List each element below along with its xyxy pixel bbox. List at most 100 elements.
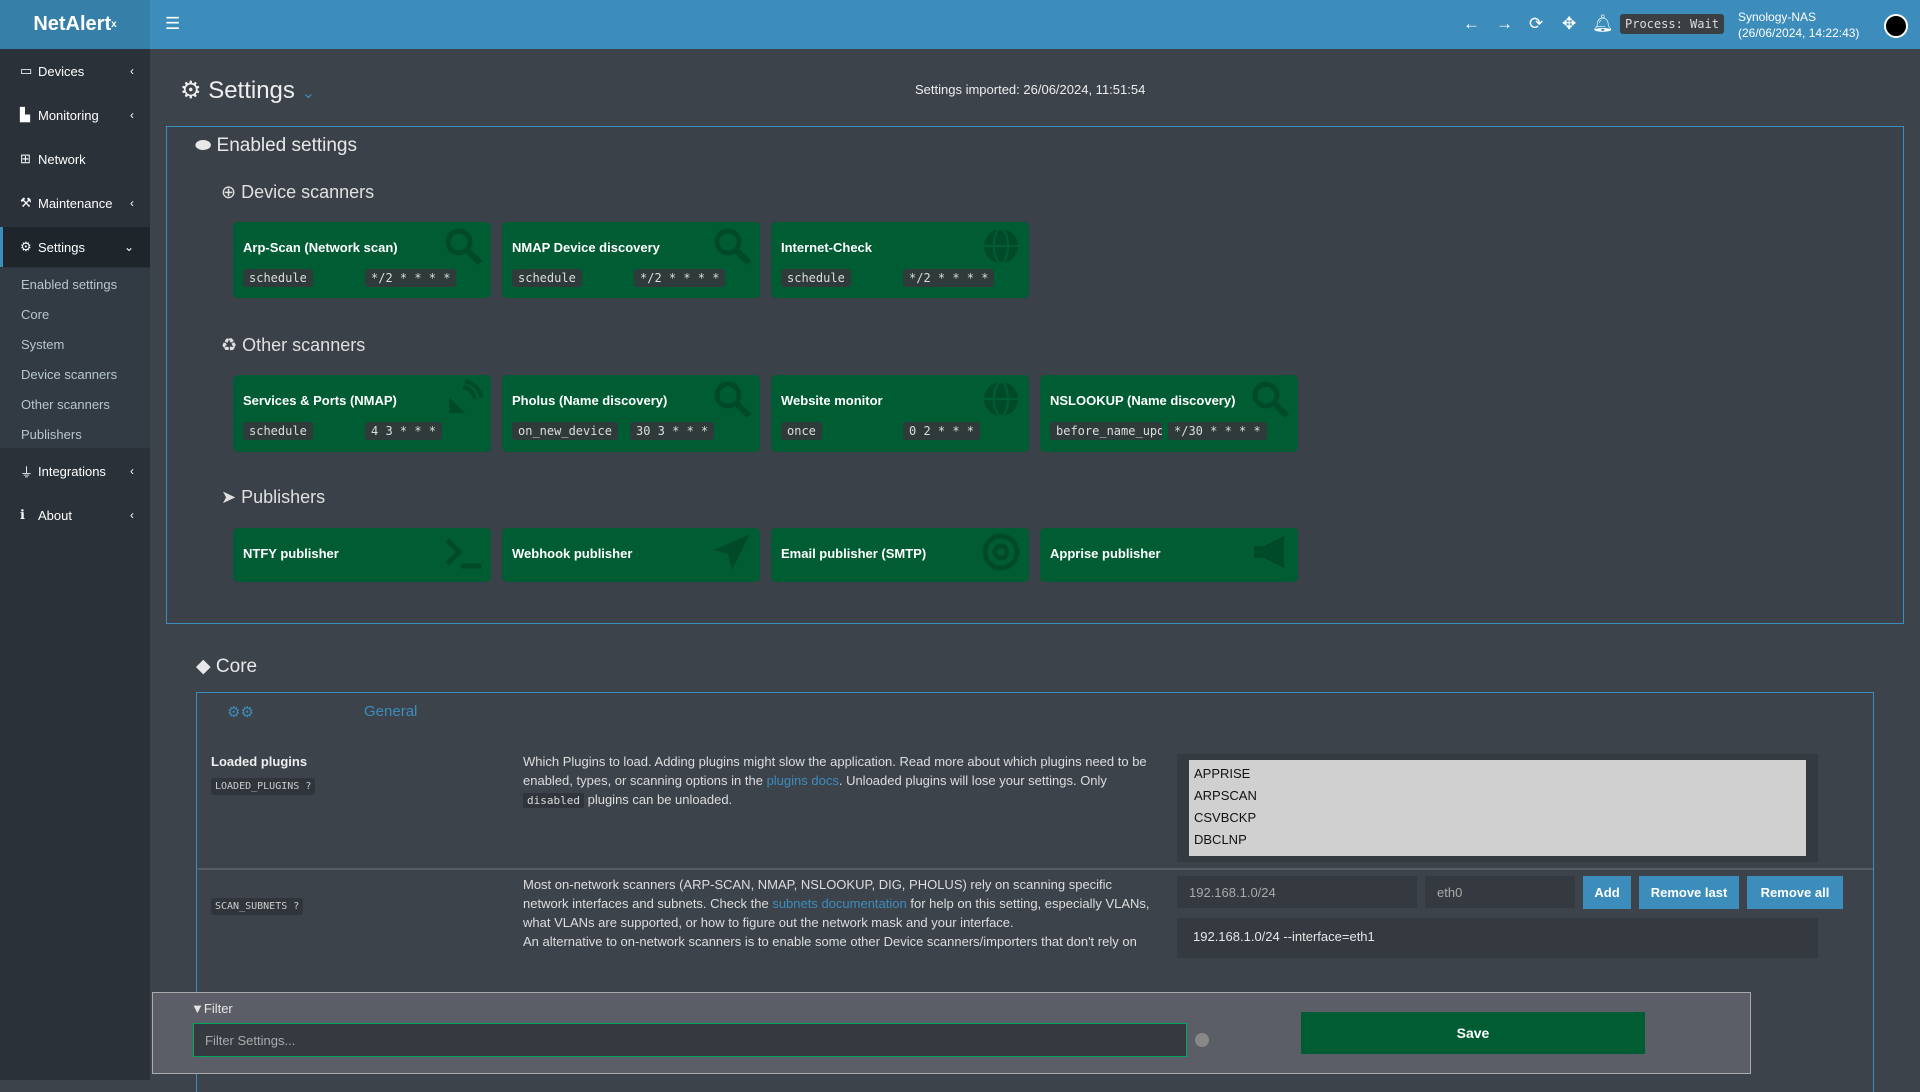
sitemap-icon: ⊞ (20, 151, 31, 166)
plugin-option[interactable]: CSVBCKP (1194, 810, 1257, 825)
sidebar-item-maintenance[interactable]: ⚒ Maintenance ‹ (0, 183, 150, 223)
search-icon (714, 228, 752, 266)
plugin-card[interactable]: Services & Ports (NMAP) schedule 4 3 * * * (233, 375, 491, 452)
plugin-option[interactable]: DBCLNP (1194, 832, 1247, 847)
bell-icon[interactable]: 🔔︎ (1592, 14, 1614, 33)
tab-general[interactable]: General (364, 703, 418, 720)
wrench-icon: ⚒ (20, 195, 32, 210)
card-name: Services & Ports (NMAP) (243, 393, 397, 408)
plugin-card[interactable]: Arp-Scan (Network scan) schedule */2 * * *… (233, 222, 491, 298)
logo[interactable]: NetAlert x (0, 0, 150, 49)
sidebar: ▭ Devices ‹ ▙ Monitoring ‹ ⊞ Network ⚒ Mainten… (0, 49, 150, 1080)
card-name: Website monitor (781, 393, 883, 408)
toggle-icon: ⬬ (195, 135, 212, 156)
subnet-input[interactable]: 192.168.1.0/24 (1177, 876, 1417, 908)
double-chevron-down-icon[interactable]: ⌄ (301, 85, 315, 102)
sidebar-item-monitoring[interactable]: ▙ Monitoring ‹ (0, 95, 150, 135)
back-arrow-icon[interactable]: ← (1463, 14, 1480, 33)
schedule-mode: schedule (512, 269, 582, 287)
chevron-down-icon: ⌄ (123, 240, 134, 254)
filter-input[interactable]: Filter Settings... (193, 1023, 1187, 1057)
plugin-option[interactable]: APPRISE (1194, 766, 1251, 781)
help-icon[interactable]: ? (305, 781, 312, 792)
chevron-left-icon: ‹ (130, 108, 134, 122)
schedule-cron: 30 3 * * * (630, 422, 715, 440)
chevron-left-icon: ‹ (130, 508, 134, 522)
host-datetime: (26/06/2024, 14:22:43) (1738, 26, 1860, 40)
sidebar-item-devices[interactable]: ▭ Devices ‹ (0, 51, 150, 91)
submenu-core[interactable]: Core (21, 307, 50, 322)
menu-toggle-icon[interactable]: ☰ (165, 14, 181, 33)
inline-code: disabled (523, 793, 584, 808)
plugins-multiselect[interactable]: APPRISE ARPSCAN CSVBCKP DBCLNP (1177, 754, 1818, 862)
schedule-cron: */2 * * * * (365, 269, 457, 287)
chevron-left-icon: ‹ (130, 196, 134, 210)
plugin-card[interactable]: NTFY publisher (233, 528, 491, 582)
card-name: NMAP Device discovery (512, 240, 660, 255)
heading-text: Core (215, 656, 258, 677)
sidebar-item-network[interactable]: ⊞ Network (0, 139, 150, 179)
card-name: NSLOOKUP (Name discovery) (1050, 393, 1236, 408)
megaphone-icon (1254, 536, 1284, 568)
card-name: NTFY publisher (243, 546, 339, 561)
sidebar-label: Integrations (38, 463, 106, 479)
plugins-docs-link[interactable]: plugins docs (766, 773, 839, 788)
card-name: Internet-Check (781, 240, 873, 255)
move-icon[interactable]: ✥ (1562, 14, 1577, 33)
remove-all-button[interactable]: Remove all (1747, 876, 1843, 909)
submenu-publishers[interactable]: Publishers (21, 427, 82, 442)
heading-text: Device scanners (241, 182, 375, 202)
remove-last-button[interactable]: Remove last (1639, 876, 1739, 909)
search-icon (714, 381, 752, 419)
add-button[interactable]: Add (1583, 876, 1631, 909)
desc-text: An alternative to on-network scanners is… (523, 934, 1137, 949)
plugins-list: APPRISE ARPSCAN CSVBCKP DBCLNP (1189, 760, 1806, 856)
other-scanners-heading: ♻ Other scanners (221, 335, 365, 356)
plugin-card[interactable]: NMAP Device discovery schedule */2 * * * * (502, 222, 760, 298)
desc-text: . Unloaded plugins will lose your settin… (838, 773, 1107, 788)
plugin-option[interactable]: ARPSCAN (1194, 788, 1257, 803)
plugin-card[interactable]: Email publisher (SMTP) (771, 528, 1029, 582)
process-status: Process: Wait (1620, 14, 1724, 34)
interface-input[interactable]: eth0 (1425, 876, 1575, 908)
plugin-card[interactable]: Pholus (Name discovery) on_new_device 30 3… (502, 375, 760, 452)
plugin-card[interactable]: NSLOOKUP (Name discovery) before_name_upd… (1040, 375, 1298, 452)
sidebar-item-integrations[interactable]: ⏚ Integrations ‹ (0, 451, 150, 491)
plugin-card[interactable]: Apprise publisher (1040, 528, 1298, 582)
filter-icon: ▼ (191, 1001, 204, 1016)
plugin-card[interactable]: Internet-Check schedule */2 * * * * (771, 222, 1029, 298)
heading-text: Other scanners (242, 335, 366, 355)
submenu-system[interactable]: System (21, 337, 65, 352)
submenu-other-scanners[interactable]: Other scanners (21, 397, 110, 412)
search-icon (1252, 381, 1290, 419)
sidebar-item-settings[interactable]: ⚙ Settings ⌄ (0, 227, 150, 267)
refresh-icon[interactable]: ⟳ (1529, 14, 1544, 33)
card-name: Pholus (Name discovery) (512, 393, 668, 408)
code-text: LOADED_PLUGINS (215, 781, 300, 792)
search-icon (445, 228, 483, 266)
help-icon[interactable]: ? (293, 901, 300, 912)
subnet-entry[interactable]: 192.168.1.0/24 --interface=eth1 (1193, 929, 1375, 944)
chart-icon: ▙ (20, 107, 30, 122)
device-scanners-heading: ⊕ Device scanners (221, 182, 374, 203)
schedule-mode: schedule (781, 269, 851, 287)
save-button[interactable]: Save (1301, 1012, 1645, 1054)
globe-icon (984, 381, 1018, 417)
avatar[interactable] (1884, 14, 1908, 38)
plugin-card[interactable]: Webhook publisher (502, 528, 760, 582)
subnets-list[interactable]: 192.168.1.0/24 --interface=eth1 (1177, 918, 1818, 958)
plugin-card[interactable]: Website monitor once 0 2 * * * (771, 375, 1029, 452)
submenu-enabled-settings[interactable]: Enabled settings (21, 277, 118, 292)
logo-text: NetAlert (33, 13, 112, 35)
forward-arrow-icon[interactable]: → (1496, 14, 1513, 33)
submenu-device-scanners[interactable]: Device scanners (21, 367, 118, 382)
page-title-text: Settings (208, 77, 295, 104)
gears-icon: ⚙⚙ (227, 704, 254, 721)
settings-submenu: Enabled settings Core System Device scan… (0, 268, 150, 448)
card-name: Webhook publisher (512, 546, 633, 561)
filter-bar: ▼Filter Filter Settings... Save (152, 992, 1751, 1074)
sidebar-item-about[interactable]: ℹ About ‹ (0, 495, 150, 535)
subnets-docs-link[interactable]: subnets documentation (772, 896, 907, 911)
heading-text: Enabled settings (216, 135, 358, 156)
clear-filter-icon[interactable] (1195, 1033, 1209, 1047)
